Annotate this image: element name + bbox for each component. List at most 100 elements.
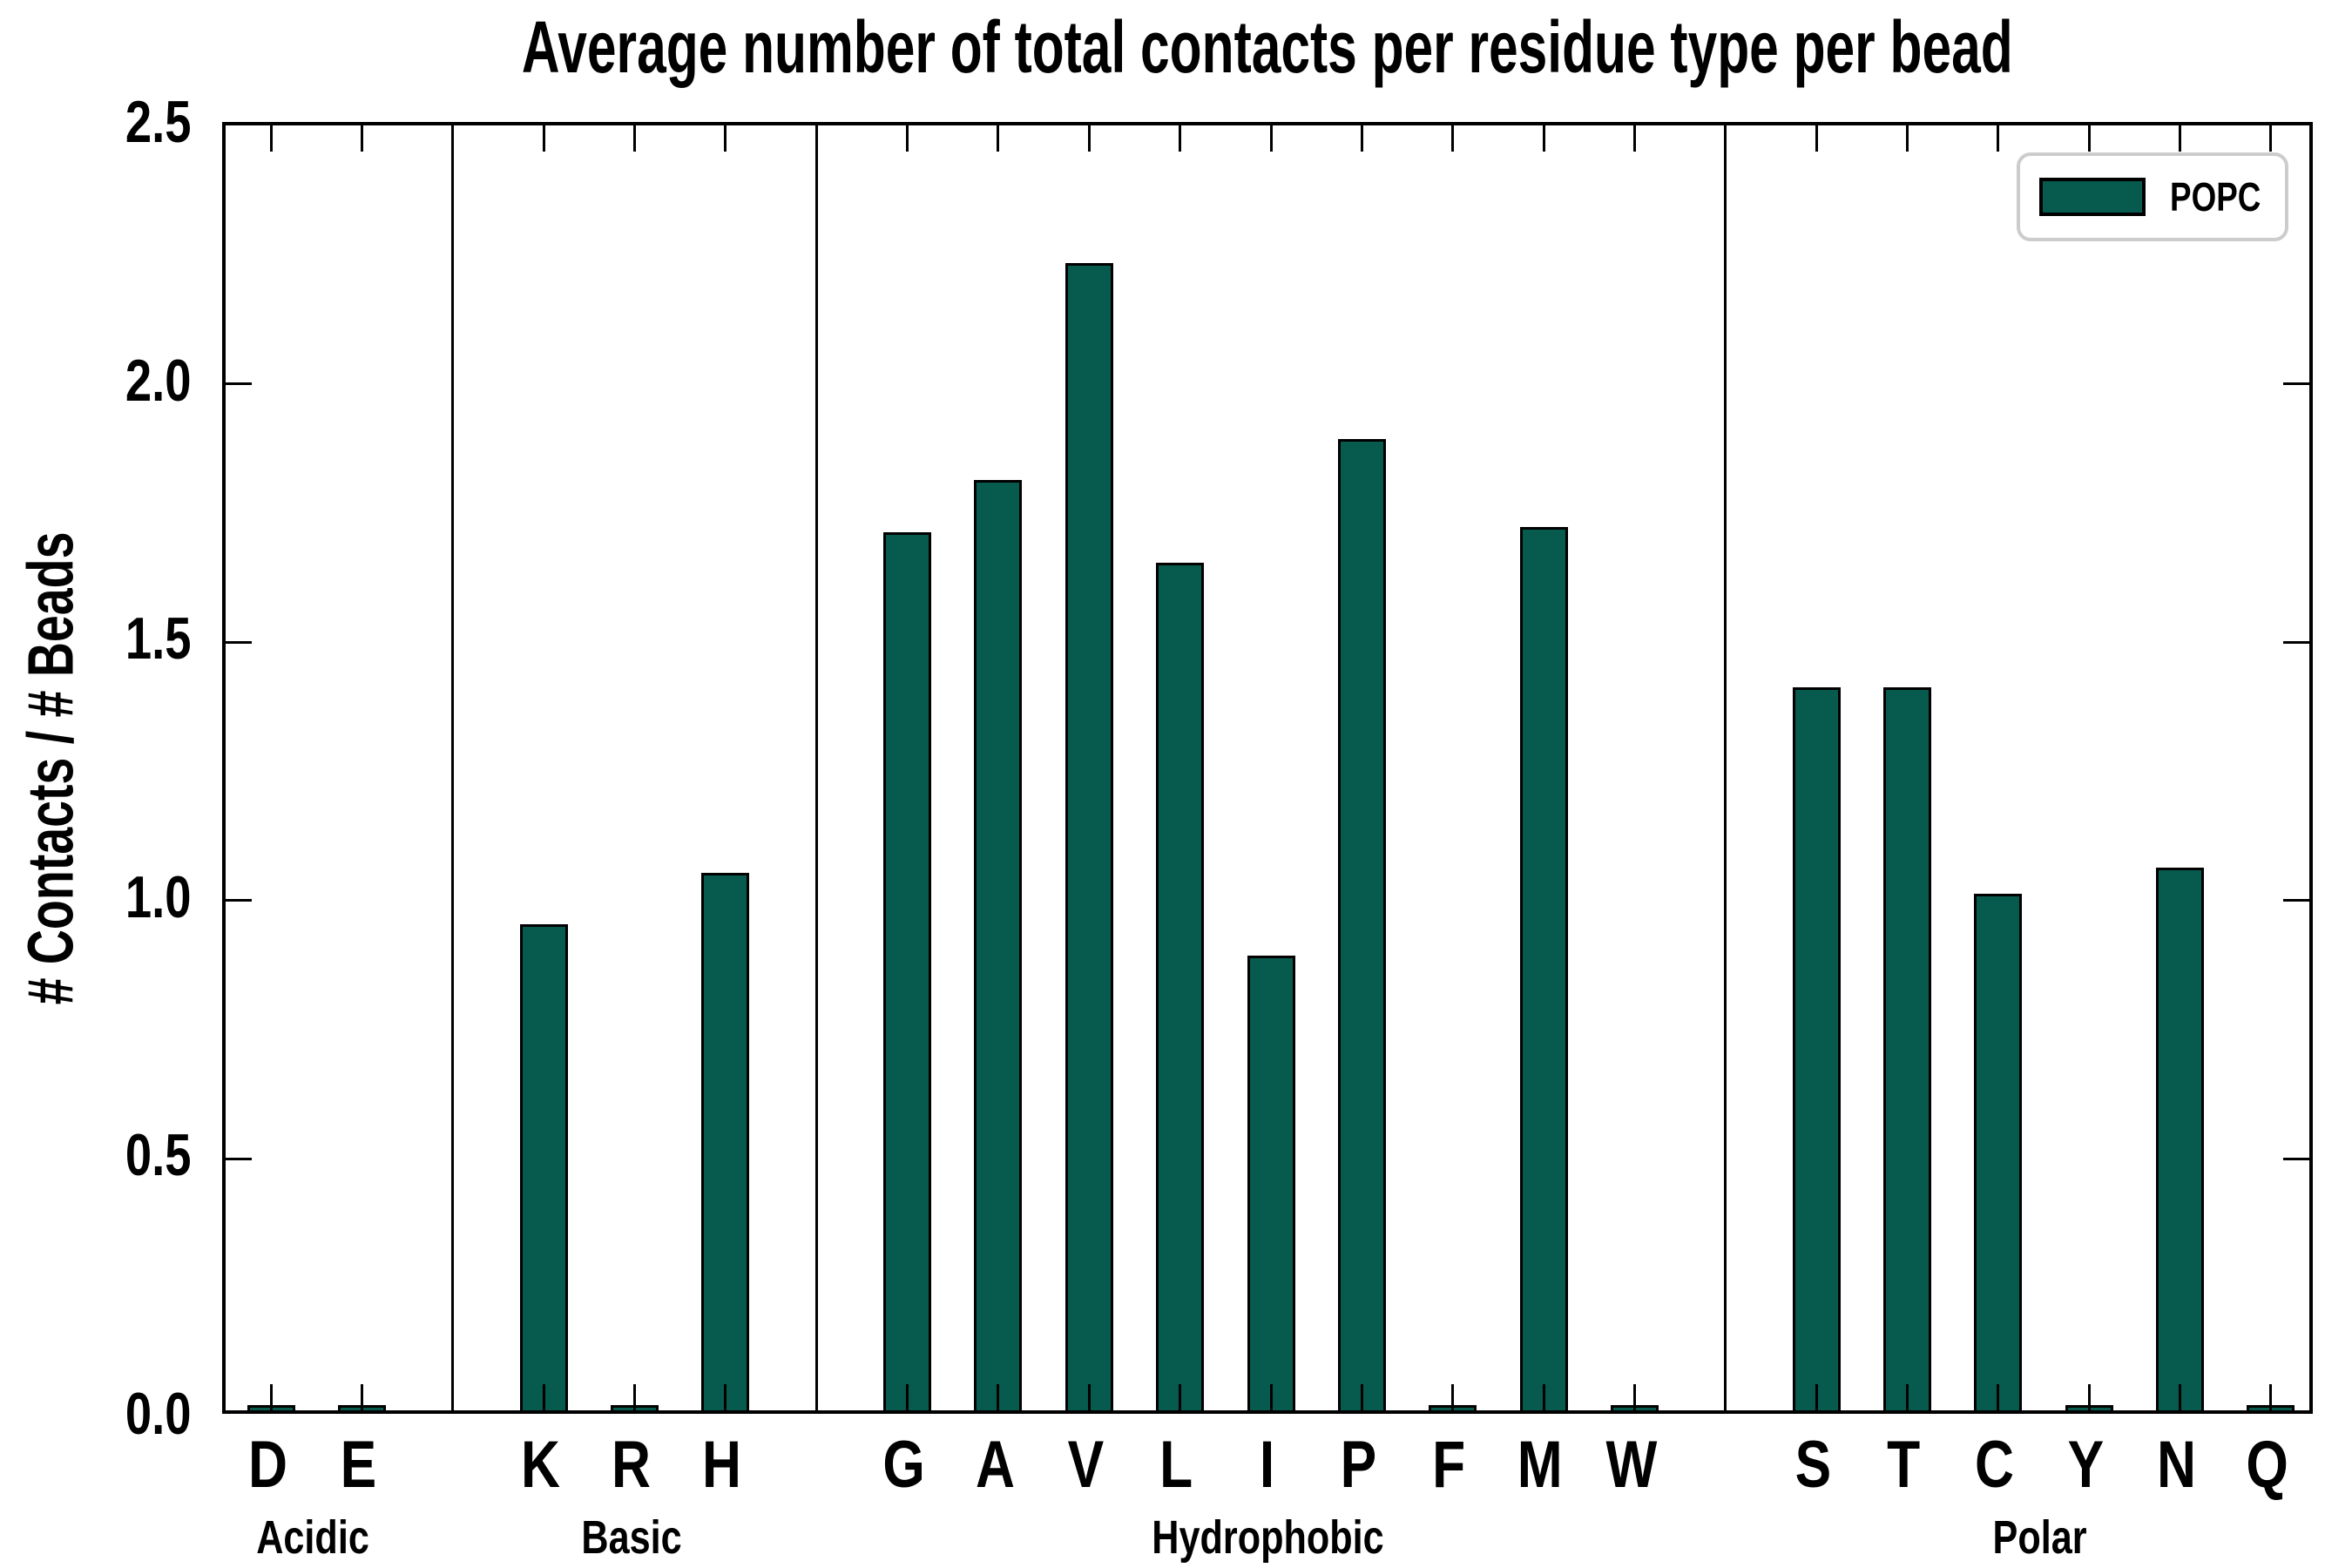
x-tick-label-L: L: [1159, 1428, 1193, 1502]
x-tick-top: [724, 125, 727, 152]
x-tick-label-Y: Y: [2067, 1428, 2104, 1502]
y-tick-label-0.0: 0.0: [125, 1381, 192, 1447]
x-tick-label-M: M: [1517, 1428, 1563, 1502]
legend-swatch-popc: [2039, 178, 2146, 216]
x-tick-label-Q: Q: [2246, 1428, 2289, 1502]
group-divider: [814, 125, 818, 1410]
group-label-basic: Basic: [580, 1511, 682, 1564]
x-tick-bottom: [451, 1384, 455, 1410]
bar-S: [1792, 687, 1841, 1410]
y-tick-right: [2283, 1157, 2309, 1160]
y-tick-left: [226, 640, 252, 644]
x-tick-top: [361, 125, 364, 152]
bar-G: [883, 532, 932, 1410]
x-tick-bottom: [1360, 1384, 1363, 1410]
x-tick-top: [633, 125, 637, 152]
x-tick-label-E: E: [340, 1428, 377, 1502]
bar-C: [1974, 894, 2023, 1410]
legend-label: POPC: [2169, 174, 2261, 220]
x-tick-label-F: F: [1432, 1428, 1466, 1502]
x-tick-bottom: [269, 1384, 273, 1410]
x-tick-top: [1815, 125, 1818, 152]
bar-K: [519, 924, 568, 1410]
x-tick-bottom: [814, 1384, 818, 1410]
x-tick-bottom: [997, 1384, 1000, 1410]
x-tick-top: [2087, 125, 2091, 152]
x-tick-bottom: [2087, 1384, 2091, 1410]
x-tick-top: [1997, 125, 2000, 152]
x-tick-label-V: V: [1067, 1428, 1105, 1502]
x-tick-top: [1451, 125, 1455, 152]
y-tick-label-1.0: 1.0: [125, 863, 192, 930]
x-tick-top: [1905, 125, 1909, 152]
group-label-acidic: Acidic: [256, 1511, 370, 1564]
group-label-polar: Polar: [1992, 1511, 2087, 1564]
x-tick-bottom: [2178, 1384, 2181, 1410]
x-tick-bottom: [1542, 1384, 1545, 1410]
x-tick-top: [2178, 125, 2181, 152]
y-tick-left: [226, 899, 252, 902]
x-tick-bottom: [1632, 1384, 1636, 1410]
x-tick-bottom: [542, 1384, 545, 1410]
x-tick-label-N: N: [2156, 1428, 2196, 1502]
x-tick-bottom: [1997, 1384, 2000, 1410]
x-tick-bottom: [633, 1384, 637, 1410]
group-divider: [451, 125, 455, 1410]
x-tick-label-I: I: [1260, 1428, 1275, 1502]
x-tick-top: [451, 125, 455, 152]
x-tick-bottom: [2269, 1384, 2273, 1410]
bar-H: [701, 873, 750, 1410]
bar-L: [1156, 563, 1205, 1410]
y-tick-left: [226, 382, 252, 386]
x-tick-bottom: [906, 1384, 909, 1410]
x-tick-bottom: [1451, 1384, 1455, 1410]
x-tick-top: [1179, 125, 1182, 152]
x-tick-top: [997, 125, 1000, 152]
x-tick-bottom: [1179, 1384, 1182, 1410]
x-tick-top: [269, 125, 273, 152]
bar-I: [1247, 956, 1295, 1410]
x-tick-label-S: S: [1794, 1428, 1831, 1502]
y-tick-left: [226, 1157, 252, 1160]
bar-A: [974, 480, 1023, 1410]
x-tick-top: [1269, 125, 1273, 152]
x-tick-label-H: H: [702, 1428, 742, 1502]
plot-area: POPC: [222, 122, 2313, 1414]
x-tick-label-T: T: [1887, 1428, 1921, 1502]
x-tick-top: [2269, 125, 2273, 152]
x-tick-top: [1360, 125, 1363, 152]
group-divider: [1724, 125, 1727, 1410]
x-tick-bottom: [1724, 1384, 1727, 1410]
x-tick-label-P: P: [1340, 1428, 1377, 1502]
x-tick-top: [1087, 125, 1091, 152]
x-tick-bottom: [1269, 1384, 1273, 1410]
x-tick-top: [1724, 125, 1727, 152]
x-tick-bottom: [1815, 1384, 1818, 1410]
x-tick-label-A: A: [975, 1428, 1015, 1502]
y-tick-right: [2283, 899, 2309, 902]
x-tick-label-D: D: [247, 1428, 287, 1502]
bar-M: [1519, 527, 1568, 1410]
x-tick-bottom: [724, 1384, 727, 1410]
bar-N: [2155, 868, 2204, 1410]
bar-T: [1882, 687, 1931, 1410]
x-tick-top: [814, 125, 818, 152]
y-tick-label-2.5: 2.5: [125, 89, 192, 155]
x-tick-label-C: C: [1975, 1428, 2015, 1502]
x-tick-bottom: [361, 1384, 364, 1410]
x-tick-label-R: R: [612, 1428, 652, 1502]
y-tick-label-1.5: 1.5: [125, 605, 192, 672]
x-tick-label-G: G: [882, 1428, 925, 1502]
x-tick-top: [906, 125, 909, 152]
y-tick-right: [2283, 640, 2309, 644]
group-label-hydrophobic: Hydrophobic: [1151, 1511, 1384, 1564]
x-tick-top: [542, 125, 545, 152]
bar-V: [1064, 263, 1113, 1410]
x-tick-top: [1542, 125, 1545, 152]
legend: POPC: [2017, 152, 2288, 241]
x-tick-label-W: W: [1605, 1428, 1657, 1502]
y-tick-right: [2283, 382, 2309, 386]
bar-P: [1337, 439, 1386, 1410]
y-tick-label-2.0: 2.0: [125, 347, 192, 414]
x-tick-top: [1632, 125, 1636, 152]
